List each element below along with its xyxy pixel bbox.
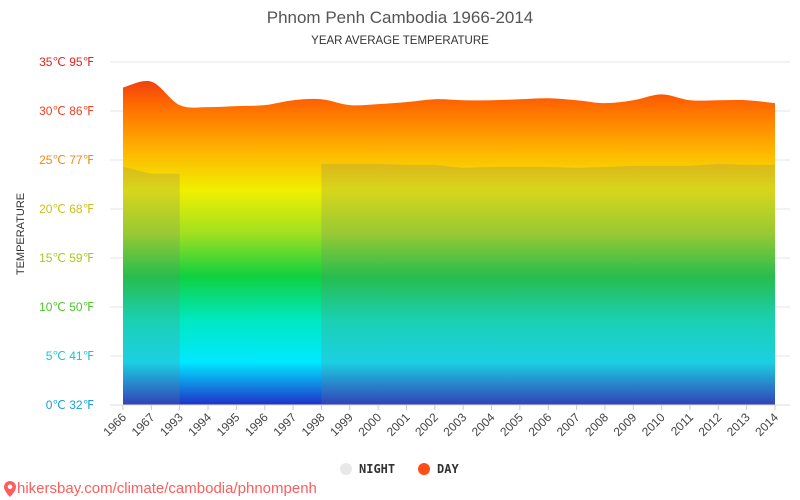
day-series-area	[123, 80, 775, 405]
night-point	[546, 165, 550, 169]
x-tick-label: 2001	[384, 410, 413, 439]
x-tick-label: 2007	[554, 410, 583, 439]
day-point	[631, 98, 635, 102]
night-series-area	[123, 163, 775, 405]
night-point	[518, 165, 522, 169]
location-pin-icon	[4, 480, 16, 497]
x-tick-label: 2000	[355, 410, 384, 439]
night-point	[688, 164, 692, 168]
night-point	[404, 163, 408, 167]
day-point	[206, 105, 210, 109]
day-point	[490, 98, 494, 102]
night-point	[433, 163, 437, 167]
night-point	[319, 162, 323, 166]
x-tick-label: 2008	[582, 410, 611, 439]
night-point	[149, 172, 153, 176]
day-point	[461, 98, 465, 102]
x-tick-label: 2014	[752, 410, 781, 439]
day-point	[518, 97, 522, 101]
legend-night-swatch	[340, 463, 352, 475]
day-point	[716, 98, 720, 102]
x-tick-label: 2009	[611, 410, 640, 439]
day-point	[660, 92, 664, 96]
chart-title: Phnom Penh Cambodia 1966-2014	[266, 8, 534, 27]
y-axis-title: TEMPERATURE	[15, 193, 27, 275]
day-point	[121, 85, 125, 89]
day-point	[546, 96, 550, 100]
x-tick-label: 1995	[214, 410, 243, 439]
y-tick-label: 0℃ 32℉	[46, 398, 94, 412]
night-point	[461, 166, 465, 170]
night-point	[348, 162, 352, 166]
x-tick-label: 1998	[299, 410, 328, 439]
night-point	[121, 165, 125, 169]
night-point	[773, 163, 777, 167]
day-point	[178, 103, 182, 107]
x-tick-label: 2012	[696, 410, 725, 439]
y-tick-label: 10℃ 50℉	[39, 300, 94, 314]
y-tick-label: 25℃ 77℉	[39, 153, 94, 167]
night-point	[575, 166, 579, 170]
x-tick-label: 2010	[639, 410, 668, 439]
night-point	[603, 165, 607, 169]
night-point	[716, 162, 720, 166]
y-tick-label: 5℃ 41℉	[46, 349, 94, 363]
legend-day-swatch	[418, 463, 430, 475]
day-point	[263, 103, 267, 107]
source-text: hikersbay.com/climate/cambodia/phnompenh	[17, 480, 317, 497]
x-tick-label: 2013	[724, 410, 753, 439]
legend-night-label: NIGHT	[359, 462, 396, 476]
night-point	[490, 165, 494, 169]
x-tick-label: 2004	[469, 410, 498, 439]
y-tick-label: 15℃ 59℉	[39, 251, 94, 265]
day-point	[376, 102, 380, 106]
day-point	[773, 101, 777, 105]
x-tick-label: 1999	[327, 410, 356, 439]
x-tick-label: 1996	[242, 410, 271, 439]
x-tick-label: 1994	[185, 410, 214, 439]
source-link[interactable]: hikersbay.com/climate/cambodia/phnompenh	[4, 480, 317, 497]
day-point	[433, 97, 437, 101]
x-tick-label: 2003	[441, 410, 470, 439]
day-point	[575, 98, 579, 102]
legend-day-label: DAY	[437, 462, 459, 476]
x-tick-label: 1966	[100, 410, 129, 439]
day-point	[234, 104, 238, 108]
chart-subtitle: YEAR AVERAGE TEMPERATURE	[311, 35, 489, 47]
day-point	[291, 98, 295, 102]
night-point	[631, 164, 635, 168]
day-point	[745, 98, 749, 102]
x-tick-label: 2006	[526, 410, 555, 439]
day-point	[404, 100, 408, 104]
x-tick-label: 1993	[157, 410, 186, 439]
night-point	[745, 163, 749, 167]
day-point	[319, 97, 323, 101]
y-tick-label: 20℃ 68℉	[39, 202, 94, 216]
y-tick-label: 30℃ 86℉	[39, 104, 94, 118]
night-point	[660, 164, 664, 168]
x-tick-label: 2005	[497, 410, 526, 439]
x-tick-label: 1997	[270, 410, 299, 439]
legend-day[interactable]: DAY	[418, 462, 459, 476]
legend-night[interactable]: NIGHT	[340, 462, 395, 476]
day-point	[603, 101, 607, 105]
x-tick-label: 2011	[668, 410, 696, 438]
day-point	[149, 80, 153, 84]
x-tick-label: 2002	[412, 410, 441, 439]
x-tick-label: 1967	[129, 410, 158, 439]
night-point	[376, 162, 380, 166]
y-tick-label: 35℃ 95℉	[39, 55, 94, 69]
day-point	[688, 98, 692, 102]
day-point	[348, 103, 352, 107]
